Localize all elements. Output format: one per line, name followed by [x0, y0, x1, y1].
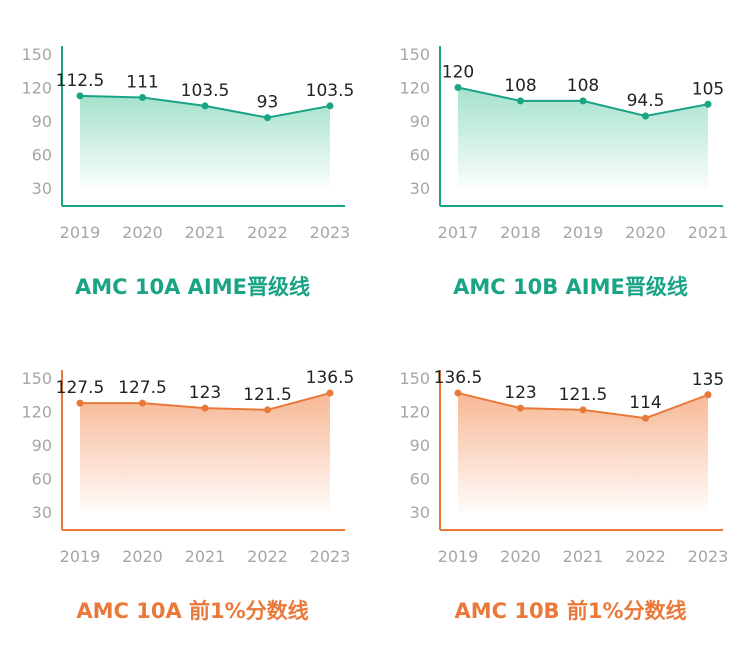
data-label: 121.5	[559, 385, 608, 405]
data-point	[704, 391, 712, 399]
data-point	[454, 84, 462, 91]
y-tick-label: 150	[399, 45, 430, 64]
x-tick-label: 2021	[185, 223, 226, 242]
chart-amc10a-top1: 150 120 90 60 30 2019 2020 2021 2022 2023 127.5 127…	[20, 362, 365, 632]
data-label: 108	[567, 76, 599, 96]
x-tick-label: 2022	[247, 547, 288, 566]
y-tick-label: 30	[32, 179, 52, 198]
x-tick-label: 2019	[60, 223, 101, 242]
x-tick-label: 2019	[60, 547, 101, 566]
x-tick-label: 2020	[625, 223, 666, 242]
data-point	[326, 389, 334, 397]
x-tick-label: 2019	[438, 547, 479, 566]
data-point	[76, 92, 84, 100]
x-tick-label: 2022	[247, 223, 288, 242]
data-point	[76, 399, 84, 407]
data-label: 103.5	[306, 81, 355, 101]
data-label: 123	[504, 383, 536, 403]
data-point	[517, 404, 524, 412]
y-tick-label: 30	[410, 503, 430, 522]
chart-canvas: 150 120 90 60 30 2019 2020 2021 2022 2023 136.5 123…	[399, 368, 729, 566]
chart-canvas: 150 120 90 60 30 2019 2020 2021 2022 2023 127.5 127…	[21, 368, 355, 566]
data-label: 136.5	[306, 368, 355, 388]
y-tick-label: 90	[32, 112, 52, 131]
data-label: 108	[504, 76, 536, 96]
data-label: 121.5	[243, 385, 292, 405]
data-point	[264, 406, 271, 414]
data-label: 136.5	[434, 368, 483, 388]
y-tick-label: 120	[399, 79, 430, 98]
x-tick-label: 2019	[563, 223, 604, 242]
x-tick-label: 2020	[122, 547, 163, 566]
y-tick-label: 60	[32, 470, 52, 489]
y-tick-label: 90	[410, 112, 430, 131]
chart-amc10b-aime: 150 120 90 60 30 2017 2018 2019 2020 2021 120 108 10…	[398, 38, 743, 308]
x-tick-label: 2020	[500, 547, 541, 566]
y-tick-label: 90	[410, 436, 430, 455]
data-label: 120	[442, 63, 474, 83]
data-label: 114	[629, 393, 661, 413]
x-tick-label: 2020	[122, 223, 163, 242]
data-label: 127.5	[118, 378, 167, 398]
area-fill	[458, 393, 708, 512]
chart-title: AMC 10A 前1%分数线	[76, 599, 309, 623]
data-point	[454, 389, 462, 397]
y-tick-label: 90	[32, 436, 52, 455]
chart-amc10b-top1: 150 120 90 60 30 2019 2020 2021 2022 2023 136.5 123…	[398, 362, 743, 632]
x-tick-label: 2021	[688, 223, 729, 242]
x-tick-label: 2021	[563, 547, 604, 566]
data-label: 111	[126, 73, 158, 93]
data-point	[264, 114, 271, 122]
chart-canvas: 150 120 90 60 30 2019 2020 2021 2022 2023 112.5 111…	[21, 45, 355, 242]
x-tick-label: 2018	[500, 223, 541, 242]
data-label: 94.5	[627, 91, 665, 111]
y-tick-label: 60	[32, 146, 52, 165]
y-tick-label: 150	[399, 369, 430, 388]
x-tick-label: 2022	[625, 547, 666, 566]
data-label: 105	[692, 79, 724, 99]
data-label: 127.5	[56, 378, 105, 398]
y-tick-label: 120	[399, 403, 430, 422]
data-point	[517, 97, 524, 105]
data-point	[579, 97, 587, 105]
data-point	[326, 102, 334, 110]
data-label: 103.5	[181, 81, 230, 101]
x-tick-label: 2023	[310, 223, 351, 242]
data-label: 112.5	[56, 71, 105, 91]
x-tick-label: 2021	[185, 547, 226, 566]
chart-canvas: 150 120 90 60 30 2017 2018 2019 2020 2021 120 108 10…	[399, 45, 729, 242]
data-label: 135	[692, 370, 724, 390]
area-fill	[458, 87, 708, 188]
chart-title: AMC 10B 前1%分数线	[454, 599, 687, 623]
y-tick-label: 30	[32, 503, 52, 522]
area-fill	[80, 393, 330, 512]
y-tick-label: 60	[410, 470, 430, 489]
x-tick-label: 2023	[310, 547, 351, 566]
x-tick-label: 2017	[438, 223, 479, 242]
chart-title: AMC 10B AIME晋级线	[453, 275, 688, 299]
y-tick-label: 120	[21, 403, 52, 422]
data-point	[139, 399, 146, 407]
y-tick-label: 150	[21, 369, 52, 388]
y-tick-label: 30	[410, 179, 430, 198]
chart-amc10a-aime: 150 120 90 60 30 2019 2020 2021 2022 2023 112.5 111…	[20, 38, 365, 308]
y-tick-label: 60	[410, 146, 430, 165]
area-fill	[80, 95, 330, 188]
data-point	[704, 100, 712, 108]
y-tick-label: 150	[21, 45, 52, 64]
data-point	[139, 94, 146, 102]
data-point	[642, 112, 649, 120]
y-tick-label: 120	[21, 79, 52, 98]
data-point	[201, 404, 209, 412]
data-point	[579, 406, 587, 414]
chart-title: AMC 10A AIME晋级线	[75, 275, 310, 299]
data-point	[201, 102, 209, 110]
data-label: 123	[189, 383, 221, 403]
x-tick-label: 2023	[688, 547, 729, 566]
data-point	[642, 414, 649, 422]
data-label: 93	[257, 93, 279, 113]
